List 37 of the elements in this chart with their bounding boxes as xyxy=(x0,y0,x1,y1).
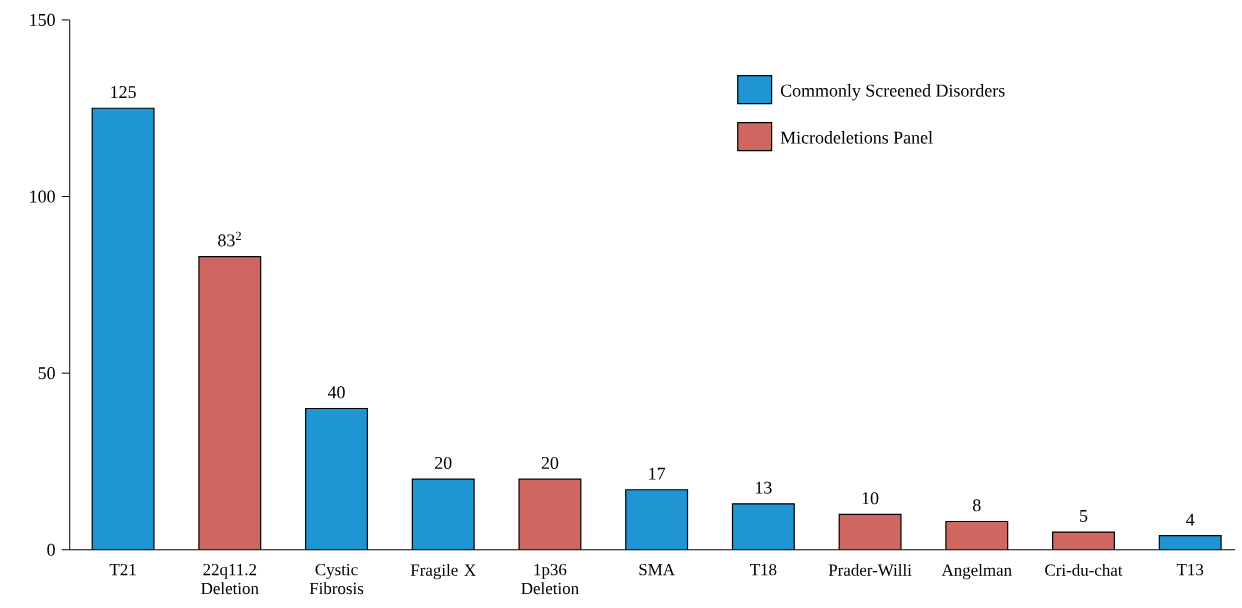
bar xyxy=(625,489,688,550)
data-label: 5 xyxy=(1080,510,1088,523)
bar xyxy=(945,521,1008,550)
bar xyxy=(412,479,475,550)
y-tick-label: 150 xyxy=(30,14,55,27)
bar xyxy=(198,256,261,550)
x-tick-label: Cystic Fibrosis xyxy=(309,564,364,595)
bar xyxy=(305,408,368,550)
data-label: 17 xyxy=(649,467,666,480)
x-tick-label: SMA xyxy=(639,564,675,576)
y-tick-label: 100 xyxy=(30,190,55,203)
data-label: 125 xyxy=(111,86,136,99)
x-tick-label: Fragile X xyxy=(410,564,476,580)
y-tick-label: 50 xyxy=(38,367,55,380)
data-label: 4 xyxy=(1186,513,1195,526)
data-label: 83$^{2}$ xyxy=(218,231,241,247)
x-tick-label: T21 xyxy=(109,564,136,576)
bar xyxy=(839,514,901,550)
x-tick-label: Angelman xyxy=(941,564,1012,580)
x-tick-label: T18 xyxy=(750,564,777,576)
bar xyxy=(519,479,581,550)
x-tick-label: 22q11.2 Deletion xyxy=(201,564,259,595)
data-label: 8 xyxy=(972,499,981,512)
x-tick-label: 1p36 Deletion xyxy=(521,564,579,595)
legend-label: Microdeletions Panel xyxy=(780,131,933,144)
x-tick-label: Prader-Willi xyxy=(828,564,912,577)
x-tick-label: T13 xyxy=(1176,564,1204,576)
data-label: 10 xyxy=(862,492,879,505)
legend-label: Commonly Screened Disorders xyxy=(780,84,1005,101)
bar xyxy=(92,108,154,550)
data-label: 20 xyxy=(435,457,452,470)
x-tick-label: Cri-du-chat xyxy=(1045,564,1123,577)
bar xyxy=(732,504,795,550)
y-tick-label: 0 xyxy=(47,543,55,557)
data-label: 13 xyxy=(755,481,772,494)
data-label: 20 xyxy=(541,457,559,470)
data-label: 40 xyxy=(327,386,345,399)
